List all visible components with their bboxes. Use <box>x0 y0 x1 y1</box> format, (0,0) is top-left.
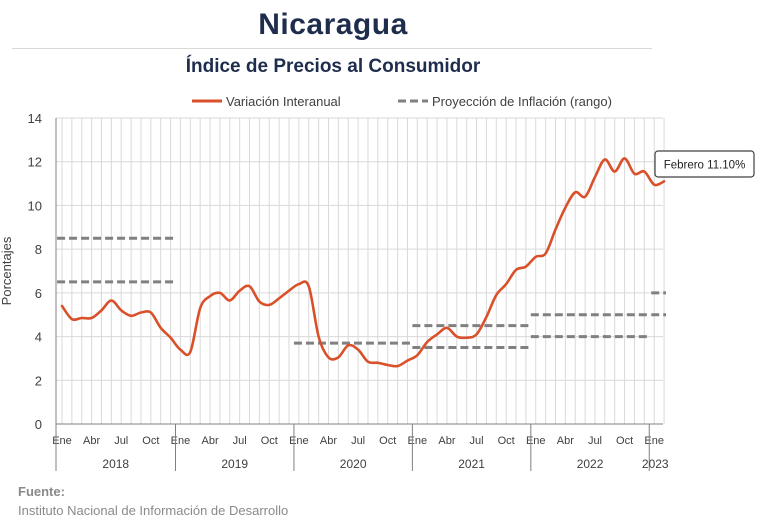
y-tick-label: 4 <box>35 330 42 345</box>
x-tick-label: Oct <box>498 435 515 447</box>
legend: Variación Interanual Proyección de Inflac… <box>192 94 612 109</box>
y-tick-label: 6 <box>35 286 42 301</box>
x-tick-label: Abr <box>83 435 100 447</box>
x-tick-label: Oct <box>142 435 159 447</box>
year-label: 2018 <box>102 457 129 471</box>
x-tick-label: Abr <box>320 435 337 447</box>
y-tick-label: 0 <box>35 417 42 432</box>
x-tick-label: Abr <box>201 435 218 447</box>
year-label: 2023 <box>642 457 669 471</box>
x-tick-label: Oct <box>616 435 633 447</box>
year-label: 2019 <box>221 457 248 471</box>
legend-label-variacion: Variación Interanual <box>226 94 341 109</box>
x-tick-label: Oct <box>261 435 278 447</box>
y-tick-label: 10 <box>28 198 42 213</box>
x-tick-label: Jul <box>233 435 247 447</box>
y-tick-label: 12 <box>28 155 42 170</box>
annotation-label: Febrero 11.10% <box>664 160 746 172</box>
projection-segments <box>57 236 667 349</box>
source-text: Instituto Nacional de Información de Des… <box>18 503 289 518</box>
x-tick-label: Abr <box>557 435 574 447</box>
axes: 0 2 4 6 8 10 12 14 Porcentajes Ene Abr Jul Oct Ene Abr… <box>0 111 669 471</box>
y-tick-label: 14 <box>28 111 42 126</box>
year-label: 2021 <box>458 457 485 471</box>
chart-subtitle: Índice de Precios al Consumidor <box>185 56 481 77</box>
source-label: Fuente: <box>18 484 65 499</box>
x-tick-label: Jul <box>588 435 602 447</box>
x-tick-label: Oct <box>379 435 396 447</box>
y-tick-label: 8 <box>35 242 42 257</box>
legend-label-proyeccion: Proyección de Inflación (rango) <box>432 94 612 109</box>
chart-title: Nicaragua <box>258 8 408 41</box>
x-tick-label: Jul <box>114 435 128 447</box>
annotation: Febrero 11.10% <box>654 150 755 178</box>
x-tick-label: Ene <box>52 435 72 447</box>
series-line-variacion-interanual <box>60 157 666 368</box>
title-divider <box>12 48 652 49</box>
x-tick-label: Ene <box>408 435 428 447</box>
year-label: 2020 <box>340 457 367 471</box>
y-tick-label: 2 <box>35 373 42 388</box>
year-label: 2022 <box>577 457 604 471</box>
x-tick-label: Jul <box>470 435 484 447</box>
series-layer <box>60 157 666 368</box>
x-tick-label: Ene <box>644 435 664 447</box>
y-axis-label: Porcentajes <box>0 236 14 305</box>
annotation-box <box>654 150 755 178</box>
x-tick-label: Abr <box>438 435 455 447</box>
x-tick-label: Ene <box>171 435 191 447</box>
grid <box>56 117 665 425</box>
x-tick-label: Ene <box>526 435 546 447</box>
x-tick-label: Jul <box>351 435 365 447</box>
x-tick-label: Ene <box>289 435 309 447</box>
